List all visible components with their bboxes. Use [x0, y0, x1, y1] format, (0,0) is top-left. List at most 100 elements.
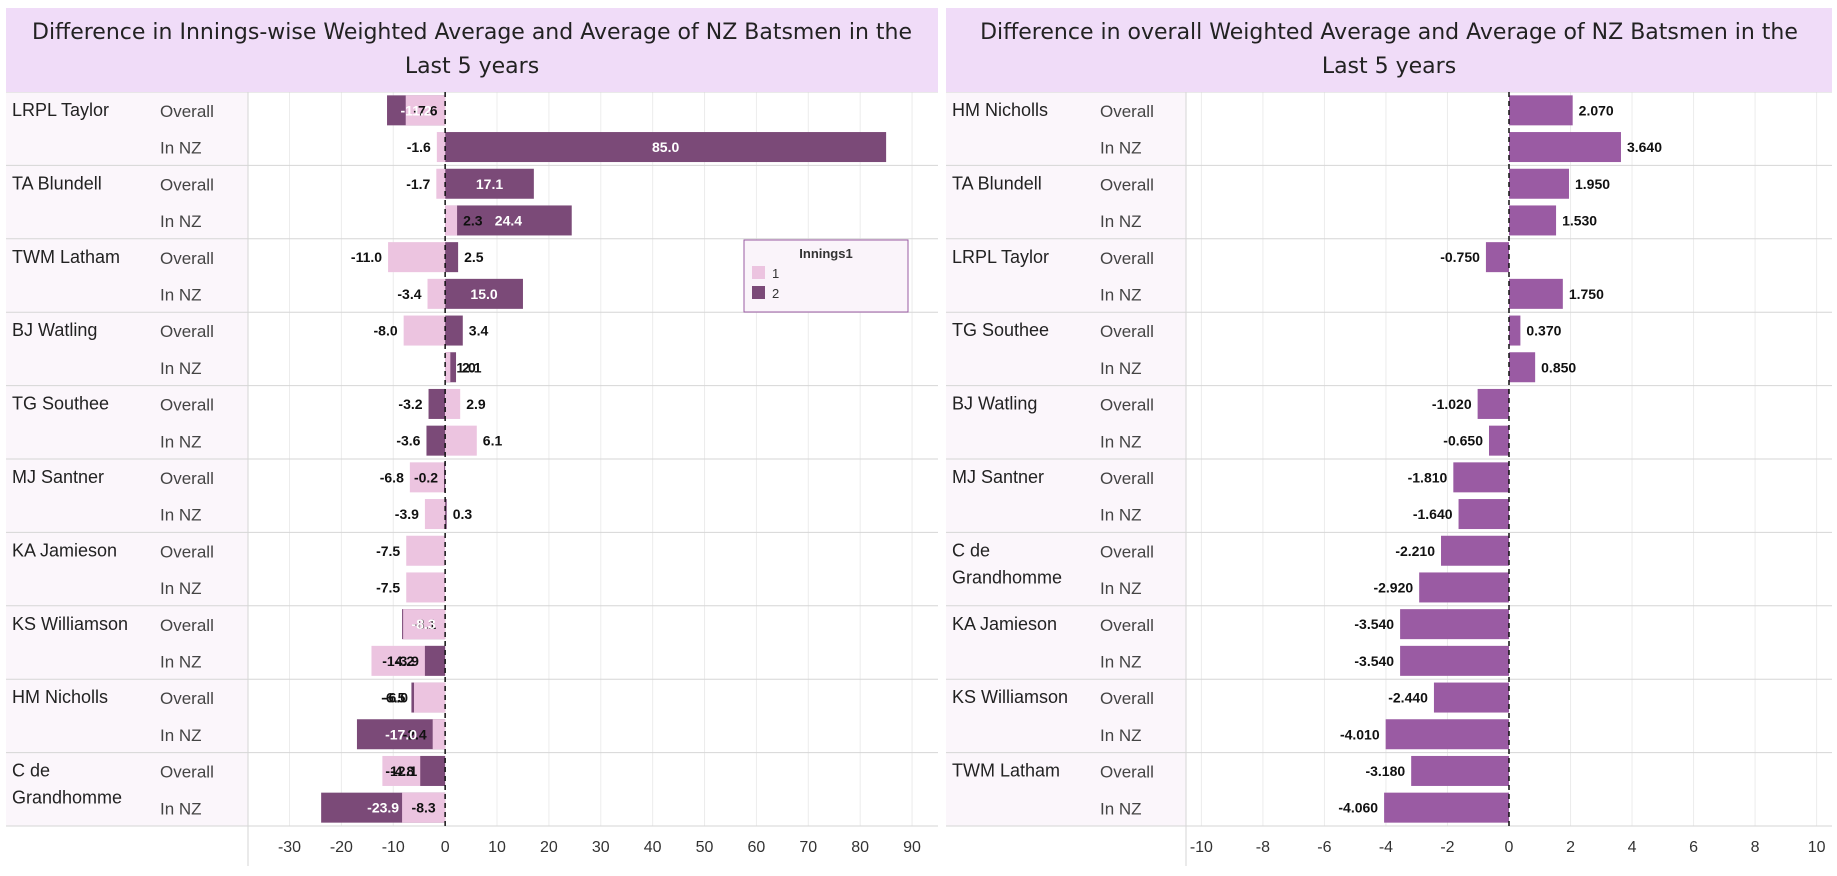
x-tick-label: 30	[592, 839, 610, 856]
innings2-value-label: 2.5	[464, 249, 484, 265]
row-label: In NZ	[1100, 139, 1142, 158]
innings1-value-label: -7.5	[376, 579, 400, 595]
innings1-bar	[424, 499, 446, 530]
overall-bar	[1385, 719, 1509, 750]
overall-bar	[1400, 645, 1509, 676]
row-label: Overall	[160, 175, 214, 194]
innings1-value-label: 2.9	[466, 396, 486, 412]
overall-bar	[1509, 168, 1569, 199]
overall-bar	[1485, 242, 1509, 273]
player-label: TA Blundell	[952, 173, 1042, 193]
overall-value-label: -3.180	[1365, 763, 1405, 779]
innings1-value-label: -11.0	[351, 249, 382, 265]
innings1-bar	[427, 278, 446, 309]
overall-value-label: -1.020	[1432, 396, 1472, 412]
x-tick-label: 60	[748, 839, 766, 856]
player-label: KS Williamson	[952, 687, 1068, 707]
innings2-bar	[424, 645, 446, 676]
overall-bar	[1433, 682, 1509, 713]
innings1-value-label: -12.1	[385, 763, 417, 779]
row-label: In NZ	[160, 726, 202, 745]
player-label: C de	[12, 761, 50, 781]
row-label: In NZ	[1100, 432, 1142, 451]
player-label: TWM Latham	[952, 761, 1060, 781]
innings1-bar	[414, 682, 446, 713]
innings2-value-label: 2.1	[462, 359, 482, 375]
overall-bar	[1509, 352, 1536, 383]
overall-value-label: -3.540	[1354, 653, 1394, 669]
overall-bar	[1453, 462, 1509, 493]
row-label: In NZ	[160, 432, 202, 451]
legend-swatch-1	[752, 266, 765, 279]
innings2-value-label: 3.4	[469, 323, 489, 339]
row-label: In NZ	[1100, 212, 1142, 231]
x-tick-label: 50	[696, 839, 714, 856]
row-label: Overall	[160, 322, 214, 341]
row-label: In NZ	[160, 799, 202, 818]
player-label: MJ Santner	[952, 467, 1044, 487]
player-label: TG Southee	[952, 320, 1049, 340]
row-label: Overall	[1100, 322, 1154, 341]
innings2-bar	[420, 755, 446, 786]
x-tick-label: 10	[1808, 839, 1826, 856]
player-label: KA Jamieson	[12, 540, 117, 560]
innings2-value-label: -3.9	[395, 653, 419, 669]
legend-title: Innings1	[799, 246, 852, 261]
innings2-bar	[445, 132, 887, 163]
overall-value-label: 1.750	[1569, 286, 1604, 302]
overall-bar	[1458, 499, 1509, 530]
overall-bar	[1509, 132, 1621, 163]
innings2-bar	[444, 462, 446, 493]
x-tick-label: 90	[903, 839, 921, 856]
player-label: BJ Watling	[12, 320, 97, 340]
row-label: Overall	[1100, 616, 1154, 635]
innings1-value-label: 1.0	[456, 359, 476, 375]
player-label: Grandhomme	[12, 788, 122, 808]
innings2-value-label: -3.2	[398, 396, 422, 412]
x-tick-label: 8	[1751, 839, 1760, 856]
row-label: Overall	[1100, 249, 1154, 268]
innings1-value-label: -2.4	[403, 726, 427, 742]
legend-box	[743, 239, 909, 313]
row-label: In NZ	[1100, 286, 1142, 305]
innings2-value-label: -0.2	[414, 469, 438, 485]
player-label: KS Williamson	[12, 614, 128, 634]
innings1-bar	[403, 609, 446, 640]
overall-bar	[1509, 205, 1557, 236]
x-tick-label: -8	[1256, 839, 1270, 856]
x-tick-label: -20	[330, 839, 353, 856]
innings2-bar	[356, 719, 446, 750]
row-label: Overall	[1100, 175, 1154, 194]
x-tick-label: 4	[1628, 839, 1637, 856]
innings2-bar	[445, 168, 534, 199]
row-label: Overall	[1100, 396, 1154, 415]
innings1-value-label: -1.7	[406, 176, 430, 192]
innings1-bar	[445, 352, 451, 383]
overall-value-label: -0.650	[1443, 433, 1483, 449]
x-tick-label: 40	[644, 839, 662, 856]
overall-bar	[1489, 425, 1509, 456]
overall-bar	[1419, 572, 1509, 603]
innings2-value-label: -4.8	[390, 763, 414, 779]
overall-value-label: -4.010	[1340, 726, 1380, 742]
overall-value-label: 0.850	[1541, 359, 1576, 375]
x-tick-label: 80	[851, 839, 869, 856]
overall-bar	[1509, 95, 1573, 126]
overall-value-label: -3.540	[1354, 616, 1394, 632]
overall-value-label: -1.810	[1408, 469, 1448, 485]
innings-chart-title: Difference in Innings-wise Weighted Aver…	[6, 8, 938, 92]
player-label: MJ Santner	[12, 467, 104, 487]
innings2-value-label: 0.3	[453, 506, 473, 522]
row-label: In NZ	[160, 359, 202, 378]
overall-chart-panel: Difference in overall Weighted Average a…	[946, 8, 1832, 868]
innings2-value-label: -3.6	[396, 433, 420, 449]
innings2-bar	[428, 388, 446, 419]
player-label: HM Nicholls	[952, 100, 1048, 120]
row-label: Overall	[160, 616, 214, 635]
row-label: Overall	[1100, 763, 1154, 782]
innings1-value-label: -7.5	[376, 543, 400, 559]
innings1-bar	[406, 535, 446, 566]
player-label: Grandhomme	[952, 567, 1062, 587]
row-label: Overall	[160, 689, 214, 708]
x-tick-label: -4	[1379, 839, 1393, 856]
